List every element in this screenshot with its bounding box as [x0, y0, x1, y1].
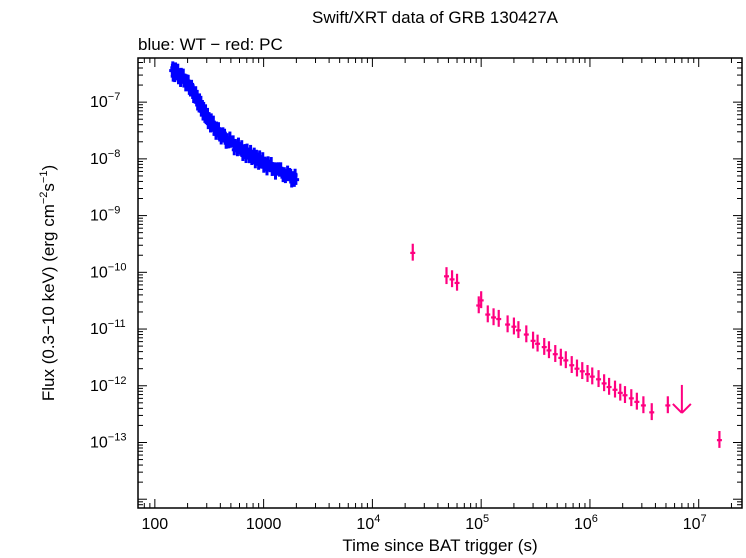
- chart-subtitle: blue: WT − red: PC: [138, 35, 283, 54]
- data-point: [569, 356, 575, 373]
- data-point: [410, 243, 416, 261]
- y-axis-label-exp2: −1: [38, 171, 50, 184]
- data-point: [505, 315, 511, 333]
- data-point: [589, 367, 595, 385]
- data-point: [634, 392, 640, 410]
- x-tick-label: 100: [141, 516, 168, 533]
- data-point: [511, 317, 517, 335]
- series-pc: [410, 243, 722, 448]
- y-tick-label: 10−10: [90, 261, 126, 281]
- y-axis-label: Flux (0.3−10 keV) (erg cm−2s−1): [38, 165, 58, 401]
- x-tick-label: 105: [465, 513, 489, 533]
- data-point: [449, 270, 455, 288]
- data-point: [617, 383, 623, 401]
- data-point: [292, 172, 300, 185]
- data-point: [585, 365, 591, 382]
- data-point: [454, 273, 460, 291]
- y-tick-labels: 10−7 10−8 10−9 10−10 10−11 10−12 10−13: [90, 91, 126, 451]
- y-tick-label: 10−12: [90, 375, 126, 395]
- data-point: [628, 389, 634, 407]
- data-point: [649, 403, 655, 421]
- data-point: [485, 305, 491, 323]
- data-point: [596, 370, 602, 388]
- data-point: [716, 430, 722, 448]
- chart-title: Swift/XRT data of GRB 130427A: [312, 8, 559, 27]
- x-axis-label: Time since BAT trigger (s): [342, 536, 537, 555]
- plot-frame: [137, 57, 743, 509]
- x-tick-label: 106: [574, 513, 598, 533]
- data-point: [665, 396, 671, 414]
- x-tick-label: 107: [683, 513, 707, 533]
- x-tick-label: 1000: [246, 516, 282, 533]
- data-point: [552, 345, 558, 362]
- x-tick-label: 104: [356, 513, 380, 533]
- data-point: [515, 321, 521, 339]
- data-point: [579, 362, 585, 380]
- data-point: [443, 267, 449, 285]
- data-point: [523, 325, 529, 343]
- data-point: [574, 359, 580, 377]
- data-point: [558, 348, 564, 366]
- y-tick-label: 10−13: [90, 431, 126, 451]
- y-axis-label-exp1: −2: [38, 192, 50, 205]
- data-point: [541, 337, 547, 355]
- data-point: [601, 374, 607, 392]
- y-tick-label: 10−7: [90, 91, 120, 111]
- data-point: [491, 308, 497, 326]
- data-point: [535, 334, 541, 352]
- y-axis-label-end: ): [39, 165, 58, 171]
- data-point: [530, 331, 536, 349]
- y-axis-label-s: s: [39, 183, 58, 192]
- y-tick-label: 10−11: [90, 318, 126, 338]
- data-point: [563, 351, 569, 369]
- data-point: [546, 341, 552, 359]
- x-tick-labels: 100 1000 104 105 106 107: [141, 513, 706, 533]
- axis-ticks: [137, 57, 742, 509]
- y-axis-label-main: Flux (0.3−10 keV) (erg cm: [39, 204, 58, 401]
- data-point: [612, 380, 618, 398]
- y-tick-label: 10−8: [90, 148, 120, 168]
- data-point: [622, 386, 628, 404]
- data-point: [478, 291, 484, 309]
- data-point: [640, 396, 646, 414]
- data-point: [496, 309, 502, 327]
- data-point: [606, 377, 612, 395]
- upper-limit-arrow: [672, 384, 692, 414]
- y-tick-label: 10−9: [90, 205, 120, 225]
- series-wt: [169, 61, 300, 188]
- data-series-layer: [169, 61, 722, 448]
